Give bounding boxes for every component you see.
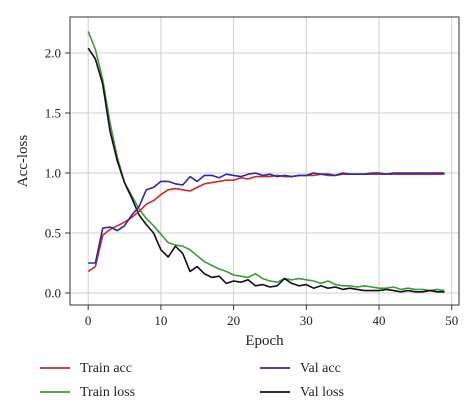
y-tick-label: 0.0 [45, 286, 61, 301]
x-tick-label: 20 [227, 313, 240, 328]
x-tick-label: 40 [373, 313, 386, 328]
y-tick-label: 1.0 [45, 166, 61, 181]
series-lines [87, 31, 445, 293]
grid [70, 17, 459, 305]
y-axis-label: Acc-loss [15, 135, 31, 188]
x-tick-label: 50 [445, 313, 458, 328]
y-axis-ticks: 0.0 0.5 1.0 1.5 2.0 [45, 46, 70, 301]
x-axis-ticks: 0 10 20 30 40 50 [85, 305, 458, 328]
x-tick-label: 0 [85, 313, 92, 328]
series-line-train-acc [87, 173, 445, 273]
x-tick-label: 30 [300, 313, 313, 328]
legend-item-train-acc: Train acc [40, 361, 132, 376]
legend-label: Val acc [300, 361, 341, 376]
series-line-val-loss [87, 47, 445, 293]
legend: Train acc Val acc Train loss Val loss [40, 361, 344, 400]
y-tick-label: 1.5 [45, 106, 61, 121]
y-tick-label: 0.5 [45, 226, 61, 241]
legend-item-train-loss: Train loss [40, 385, 135, 400]
series-line-train-loss [87, 31, 445, 292]
y-tick-label: 2.0 [45, 46, 61, 61]
legend-label: Train loss [80, 385, 135, 400]
x-tick-label: 10 [154, 313, 167, 328]
x-axis-label: Epoch [245, 333, 284, 349]
legend-item-val-acc: Val acc [260, 361, 341, 376]
plot-frame [69, 16, 460, 306]
legend-item-val-loss: Val loss [260, 385, 344, 400]
series-line-val-acc [88, 172, 445, 264]
legend-label: Train acc [80, 361, 132, 376]
legend-label: Val loss [300, 385, 344, 400]
